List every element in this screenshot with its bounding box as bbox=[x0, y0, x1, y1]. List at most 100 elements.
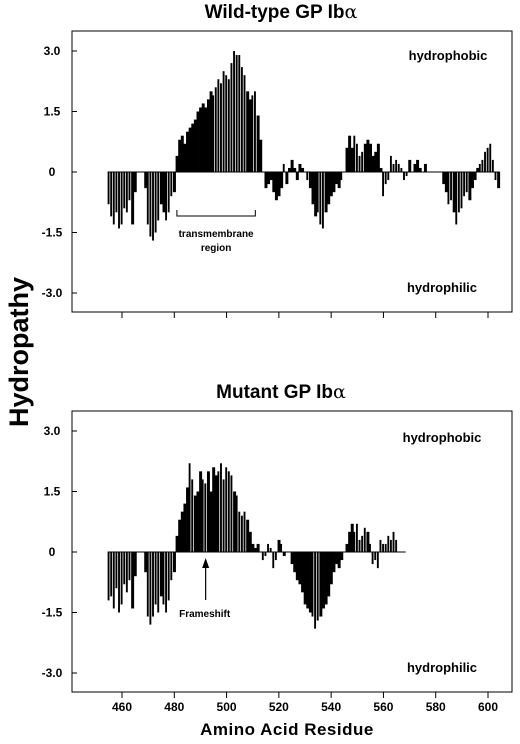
hydropathy-bar bbox=[235, 495, 238, 552]
hydropathy-bar bbox=[361, 151, 364, 172]
hydropathy-bar bbox=[238, 55, 241, 172]
hydropathy-bar bbox=[149, 552, 152, 625]
hydropathy-bar bbox=[123, 552, 126, 585]
hydropathy-bar bbox=[267, 172, 271, 185]
hydropathy-bar bbox=[243, 511, 246, 552]
hydropathy-bar bbox=[188, 127, 192, 172]
hydropathy-bar bbox=[382, 172, 385, 197]
hydropathy-bar bbox=[206, 471, 210, 552]
hydropathy-bar bbox=[376, 143, 380, 172]
hydropathy-bar bbox=[444, 172, 448, 193]
hydropathy-bar bbox=[227, 79, 230, 172]
hydropathy-bar bbox=[358, 155, 361, 172]
hydropathy-bar bbox=[243, 75, 246, 172]
hydropathy-bar bbox=[293, 167, 297, 172]
hydropathy-bar bbox=[125, 172, 128, 213]
hydropathy-bar bbox=[329, 172, 333, 197]
hydropathy-bar bbox=[350, 523, 354, 552]
hydropathy-bar bbox=[246, 519, 250, 552]
y-tick-label: -3.0 bbox=[42, 286, 63, 300]
hydropathy-bar bbox=[476, 167, 480, 172]
hydropathy-bar bbox=[497, 172, 501, 189]
hydropathy-bar bbox=[345, 543, 349, 552]
hydropathy-bar bbox=[491, 159, 494, 172]
hydropathy-bar bbox=[319, 552, 323, 617]
hydropathy-bar bbox=[374, 552, 377, 561]
x-tick-label: 520 bbox=[269, 700, 289, 714]
hydropathy-bar bbox=[146, 172, 149, 225]
hydropathy-bar bbox=[350, 147, 354, 172]
hydropathy-bar bbox=[335, 552, 339, 565]
hydropathy-bar bbox=[311, 172, 315, 205]
hydropathy-bar bbox=[332, 172, 336, 193]
chart-title-text: Mutant GP Ib bbox=[216, 382, 333, 403]
hydropathy-bar bbox=[298, 163, 302, 172]
chart-title: Wild-type GP Ibα bbox=[205, 1, 358, 23]
hydropathy-bar bbox=[489, 143, 492, 172]
hydropathy-bar bbox=[178, 519, 182, 552]
hydropathy-bar bbox=[392, 163, 395, 172]
hydropathy-bar bbox=[277, 172, 281, 197]
hydropathy-bar bbox=[387, 535, 390, 552]
hydropathy-bar bbox=[120, 172, 123, 225]
hydrophilic-label: hydrophilic bbox=[407, 660, 477, 675]
hydropathy-bar bbox=[217, 471, 220, 552]
hydropathy-bar bbox=[455, 172, 458, 225]
hydropathy-bar bbox=[254, 91, 256, 172]
hydropathy-bar bbox=[447, 172, 450, 205]
hydropathy-bar bbox=[277, 539, 281, 552]
hydropathy-bar bbox=[146, 552, 149, 617]
y-tick-label: 3.0 bbox=[44, 44, 61, 58]
hydropathy-bar bbox=[233, 491, 237, 552]
hydropathy-bar bbox=[280, 172, 284, 189]
hydropathy-bar bbox=[369, 543, 371, 552]
hydropathy-bar bbox=[319, 172, 322, 225]
hydropathy-bar bbox=[167, 552, 170, 601]
hydropathy-bar bbox=[110, 552, 113, 597]
hydropathy-bar bbox=[392, 531, 395, 552]
hydropathy-bar bbox=[272, 552, 275, 569]
hydropathy-bar bbox=[248, 99, 252, 172]
hydropathy-bar bbox=[452, 172, 456, 213]
hydropathy-bar bbox=[366, 531, 370, 552]
frameshift-arrow-head bbox=[202, 558, 210, 568]
hydropathy-bar bbox=[212, 467, 216, 552]
hydropathy-bar bbox=[264, 172, 268, 189]
hydropathy-bar bbox=[290, 159, 294, 172]
hydropathy-bar bbox=[361, 535, 364, 552]
hydropathy-bar bbox=[259, 139, 263, 172]
x-tick-label: 560 bbox=[373, 700, 393, 714]
hydropathy-bar bbox=[183, 503, 187, 552]
hydropathy-bar bbox=[123, 172, 126, 209]
hydropathy-bar bbox=[167, 172, 170, 213]
hydropathy-bar bbox=[387, 172, 390, 181]
hydropathy-bar bbox=[214, 87, 217, 172]
hydropathy-bar bbox=[457, 172, 460, 213]
hydropathy-bar bbox=[162, 552, 165, 605]
hydropathy-bar bbox=[107, 172, 110, 205]
hydropathy-bar bbox=[321, 172, 324, 229]
hydropathy-bar bbox=[382, 543, 385, 552]
hydropathy-bar bbox=[186, 487, 190, 552]
hydropathy-bar bbox=[494, 172, 497, 181]
hydropathy-bar bbox=[120, 552, 123, 605]
hydropathy-bar bbox=[371, 552, 374, 565]
hydropathy-bar bbox=[152, 552, 154, 617]
chart-title-text: Wild-type GP Ib bbox=[205, 2, 345, 23]
hydropathy-bar bbox=[240, 67, 243, 172]
hydropathy-bar bbox=[225, 467, 228, 552]
hydropathy-bar bbox=[366, 139, 370, 172]
hydropathy-bar bbox=[363, 527, 366, 552]
hydropathy-bar bbox=[311, 552, 314, 617]
hydropathy-bar bbox=[149, 172, 152, 237]
hydropathy-bar bbox=[240, 515, 243, 552]
hydropathy-bar bbox=[416, 159, 420, 172]
hydropathy-bar bbox=[204, 483, 207, 552]
hydropathy-bar bbox=[212, 95, 215, 172]
hydropathy-bar bbox=[209, 91, 213, 172]
hydropathy-bar bbox=[395, 539, 398, 552]
y-tick-label: -3.0 bbox=[42, 666, 63, 680]
hydropathy-bar bbox=[180, 511, 184, 552]
hydropathy-bar bbox=[463, 172, 466, 197]
hydropathy-bar bbox=[220, 83, 222, 172]
